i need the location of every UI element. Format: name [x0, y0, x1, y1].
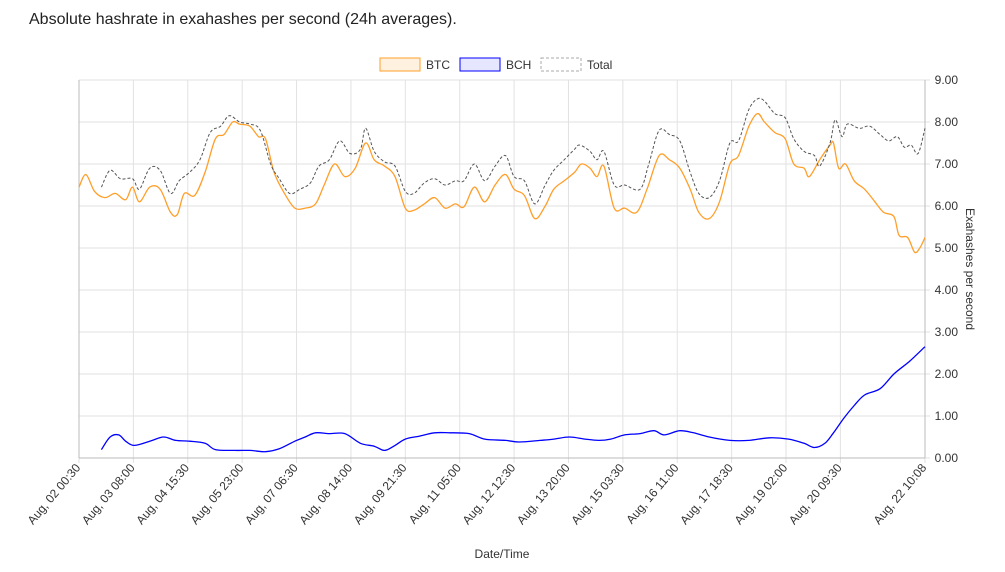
y-tick-label: 0.00 — [935, 451, 959, 465]
legend-label-total: Total — [587, 58, 612, 72]
x-tick-label: Aug, 20 09:30 — [786, 461, 845, 527]
y-tick-label: 4.00 — [935, 283, 959, 297]
x-tick-label: Aug, 15 03:30 — [568, 461, 627, 527]
y-tick-label: 6.00 — [935, 199, 959, 213]
y-tick-label: 3.00 — [935, 325, 959, 339]
x-tick-label: Aug, 16 11:00 — [623, 461, 681, 527]
series-line-btc — [78, 112, 926, 254]
legend-swatch-total — [540, 57, 582, 72]
series-line-bch — [100, 346, 926, 453]
x-tick-label: Aug, 13 20:00 — [514, 461, 573, 527]
x-tick-label: Aug, 03 08:00 — [79, 461, 138, 527]
y-tick-label: 1.00 — [935, 409, 959, 423]
y-tick-label: 8.00 — [935, 115, 959, 129]
y-tick-label: 2.00 — [935, 367, 959, 381]
y-tick-label: 5.00 — [935, 241, 959, 255]
x-tick-label: Aug, 02 00:30 — [25, 461, 84, 527]
x-tick-label: Aug, 22 10:08 — [871, 461, 930, 527]
x-tick-label: Aug, 04 15:30 — [133, 461, 192, 527]
x-tick-label: Aug, 05 23:00 — [188, 461, 247, 527]
legend-label-bch: BCH — [506, 58, 531, 72]
y-axis-title: Exahashes per second — [963, 208, 977, 330]
legend-label-btc: BTC — [426, 58, 450, 72]
x-tick-label: Aug, 11 05:00 — [406, 461, 464, 527]
x-tick-label: Aug, 12 12:30 — [460, 461, 519, 527]
legend-swatch-btc — [379, 57, 421, 72]
x-tick-label: Aug, 09 21:30 — [351, 461, 410, 527]
x-tick-label: Aug, 08 14:00 — [296, 461, 355, 527]
x-tick-label: Aug, 19 02:00 — [732, 461, 791, 527]
x-tick-label: Aug, 17 18:30 — [677, 461, 736, 527]
x-tick-label: Aug, 07 06:30 — [242, 461, 301, 527]
x-axis-title: Date/Time — [475, 547, 530, 561]
y-tick-label: 9.00 — [935, 73, 959, 87]
chart-title: Absolute hashrate in exahashes per secon… — [29, 11, 457, 28]
y-tick-label: 7.00 — [935, 157, 959, 171]
series-line-total — [100, 97, 926, 205]
legend-swatch-bch — [459, 57, 501, 72]
